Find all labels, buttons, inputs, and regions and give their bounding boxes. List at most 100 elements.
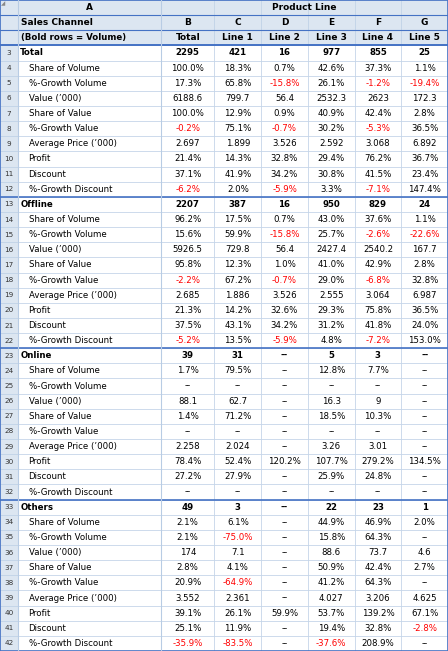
Text: Share of Volume: Share of Volume (29, 64, 99, 73)
Bar (401, 288, 448, 303)
Text: %-Growth Value: %-Growth Value (29, 427, 98, 436)
Bar (401, 227, 448, 242)
Text: 10.3%: 10.3% (364, 412, 392, 421)
Bar (261, 545, 308, 560)
Text: 3.526: 3.526 (272, 139, 297, 148)
Bar (261, 227, 308, 242)
Bar (308, 242, 354, 257)
Bar (354, 227, 401, 242)
Text: 52.4%: 52.4% (224, 457, 251, 466)
Text: 2.8%: 2.8% (414, 260, 435, 270)
Bar (18, 484, 161, 499)
Bar (161, 620, 215, 636)
Text: --: -- (421, 352, 428, 360)
Bar (0, 91, 18, 106)
Text: 21.3%: 21.3% (174, 306, 202, 315)
Bar (308, 409, 354, 424)
Text: --: -- (281, 367, 288, 376)
Bar (161, 288, 215, 303)
Text: Value (’000): Value (’000) (29, 245, 81, 255)
Text: 950: 950 (323, 200, 340, 209)
Bar (215, 257, 261, 273)
Text: 0.7%: 0.7% (274, 215, 296, 224)
Text: 3: 3 (235, 503, 241, 512)
Bar (18, 318, 161, 333)
Bar (401, 575, 448, 590)
Bar (401, 15, 448, 31)
Text: B: B (184, 18, 191, 27)
Text: Line 4: Line 4 (362, 33, 393, 42)
Bar (215, 454, 261, 469)
Bar (308, 15, 354, 31)
Bar (18, 257, 161, 273)
Text: --: -- (422, 412, 428, 421)
Text: --: -- (422, 533, 428, 542)
Bar (0, 182, 18, 197)
Bar (161, 197, 215, 212)
Bar (0, 121, 18, 136)
Bar (354, 530, 401, 545)
Text: --: -- (281, 563, 288, 572)
Bar (0, 363, 18, 378)
Bar (161, 61, 215, 76)
Text: 36: 36 (4, 549, 14, 555)
Text: 44.9%: 44.9% (318, 518, 345, 527)
Bar (261, 288, 308, 303)
Bar (401, 106, 448, 121)
Text: 30: 30 (4, 459, 14, 465)
Text: 88.1: 88.1 (178, 396, 197, 406)
Bar (308, 394, 354, 409)
Text: 2.7%: 2.7% (414, 563, 435, 572)
Bar (215, 121, 261, 136)
Text: --: -- (281, 352, 288, 360)
Text: 855: 855 (369, 48, 387, 57)
Text: 41.5%: 41.5% (364, 170, 392, 178)
Text: 78.4%: 78.4% (174, 457, 202, 466)
Bar (401, 620, 448, 636)
Text: 2540.2: 2540.2 (363, 245, 393, 255)
Bar (401, 545, 448, 560)
Bar (354, 257, 401, 273)
Text: Share of Volume: Share of Volume (29, 215, 99, 224)
Bar (161, 515, 215, 530)
Text: 36.7%: 36.7% (411, 154, 438, 163)
Bar (354, 590, 401, 605)
Text: --: -- (235, 427, 241, 436)
Bar (0, 106, 18, 121)
Text: Line 3: Line 3 (316, 33, 347, 42)
Bar (401, 454, 448, 469)
Text: 21.4%: 21.4% (174, 154, 202, 163)
Text: 79.5%: 79.5% (224, 367, 251, 376)
Text: %-Growth Value: %-Growth Value (29, 578, 98, 587)
Text: 31: 31 (4, 474, 14, 480)
Bar (308, 545, 354, 560)
Text: --: -- (422, 367, 428, 376)
Text: 19.4%: 19.4% (318, 624, 345, 633)
Text: 19: 19 (4, 292, 14, 298)
Text: 208.9%: 208.9% (362, 639, 394, 648)
Text: 46.9%: 46.9% (364, 518, 392, 527)
Text: -5.9%: -5.9% (272, 185, 297, 194)
Text: %-Growth Volume: %-Growth Volume (29, 533, 106, 542)
Text: 65.8%: 65.8% (224, 79, 251, 88)
Bar (0, 273, 18, 288)
Text: Discount: Discount (29, 473, 66, 481)
Text: Share of Value: Share of Value (29, 260, 91, 270)
Bar (18, 424, 161, 439)
Text: 2207: 2207 (176, 200, 200, 209)
Bar (161, 636, 215, 651)
Text: 24: 24 (418, 200, 431, 209)
Bar (401, 46, 448, 61)
Bar (308, 333, 354, 348)
Text: 25: 25 (4, 383, 14, 389)
Bar (354, 182, 401, 197)
Text: 2.685: 2.685 (176, 291, 200, 299)
Text: 2532.3: 2532.3 (316, 94, 346, 103)
Text: 829: 829 (369, 200, 387, 209)
Bar (308, 484, 354, 499)
Bar (215, 409, 261, 424)
Bar (0, 484, 18, 499)
Bar (161, 136, 215, 152)
Text: 34: 34 (4, 519, 14, 525)
Text: 14: 14 (4, 217, 14, 223)
